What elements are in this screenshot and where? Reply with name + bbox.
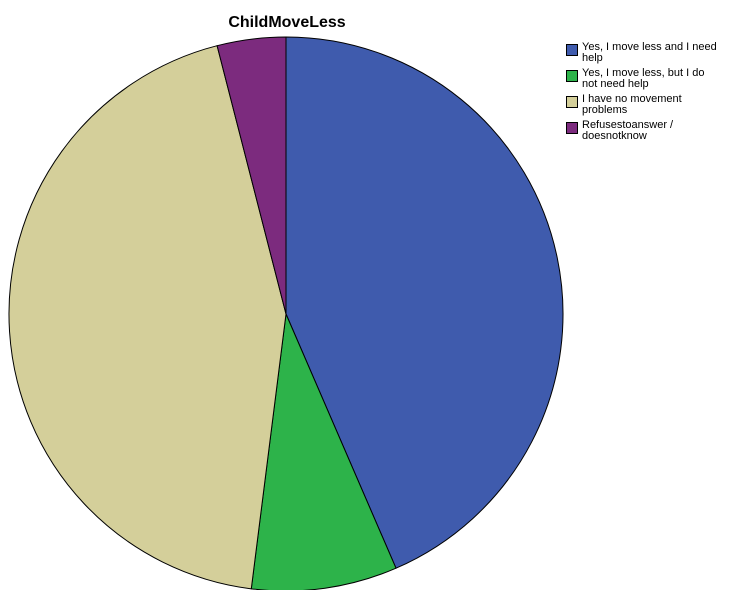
legend-swatch-2 bbox=[566, 96, 578, 108]
pie-slice-refuse-dontknow bbox=[216, 36, 287, 315]
legend-swatch-3 bbox=[566, 122, 578, 134]
legend-item-1: Yes, I move less, but I do not need help bbox=[566, 68, 736, 90]
legend-swatch-1 bbox=[566, 70, 578, 82]
legend-item-2: I have no movement problems bbox=[566, 94, 736, 116]
legend: Yes, I move less and I need help Yes, I … bbox=[566, 42, 736, 146]
legend-label-1: Yes, I move less, but I do not need help bbox=[582, 67, 705, 90]
legend-item-0: Yes, I move less and I need help bbox=[566, 42, 736, 64]
pie-slice-need-help bbox=[285, 36, 564, 569]
legend-label-2: I have no movement problems bbox=[582, 93, 682, 116]
chart-title: ChildMoveLess bbox=[228, 14, 346, 31]
pie-slice-no-problems bbox=[8, 45, 287, 590]
legend-label-0: Yes, I move less and I need help bbox=[582, 41, 717, 64]
legend-label-3: Refusestoanswer / doesnotknow bbox=[582, 119, 674, 142]
legend-swatch-0 bbox=[566, 44, 578, 56]
legend-item-3: Refusestoanswer / doesnotknow bbox=[566, 120, 736, 142]
